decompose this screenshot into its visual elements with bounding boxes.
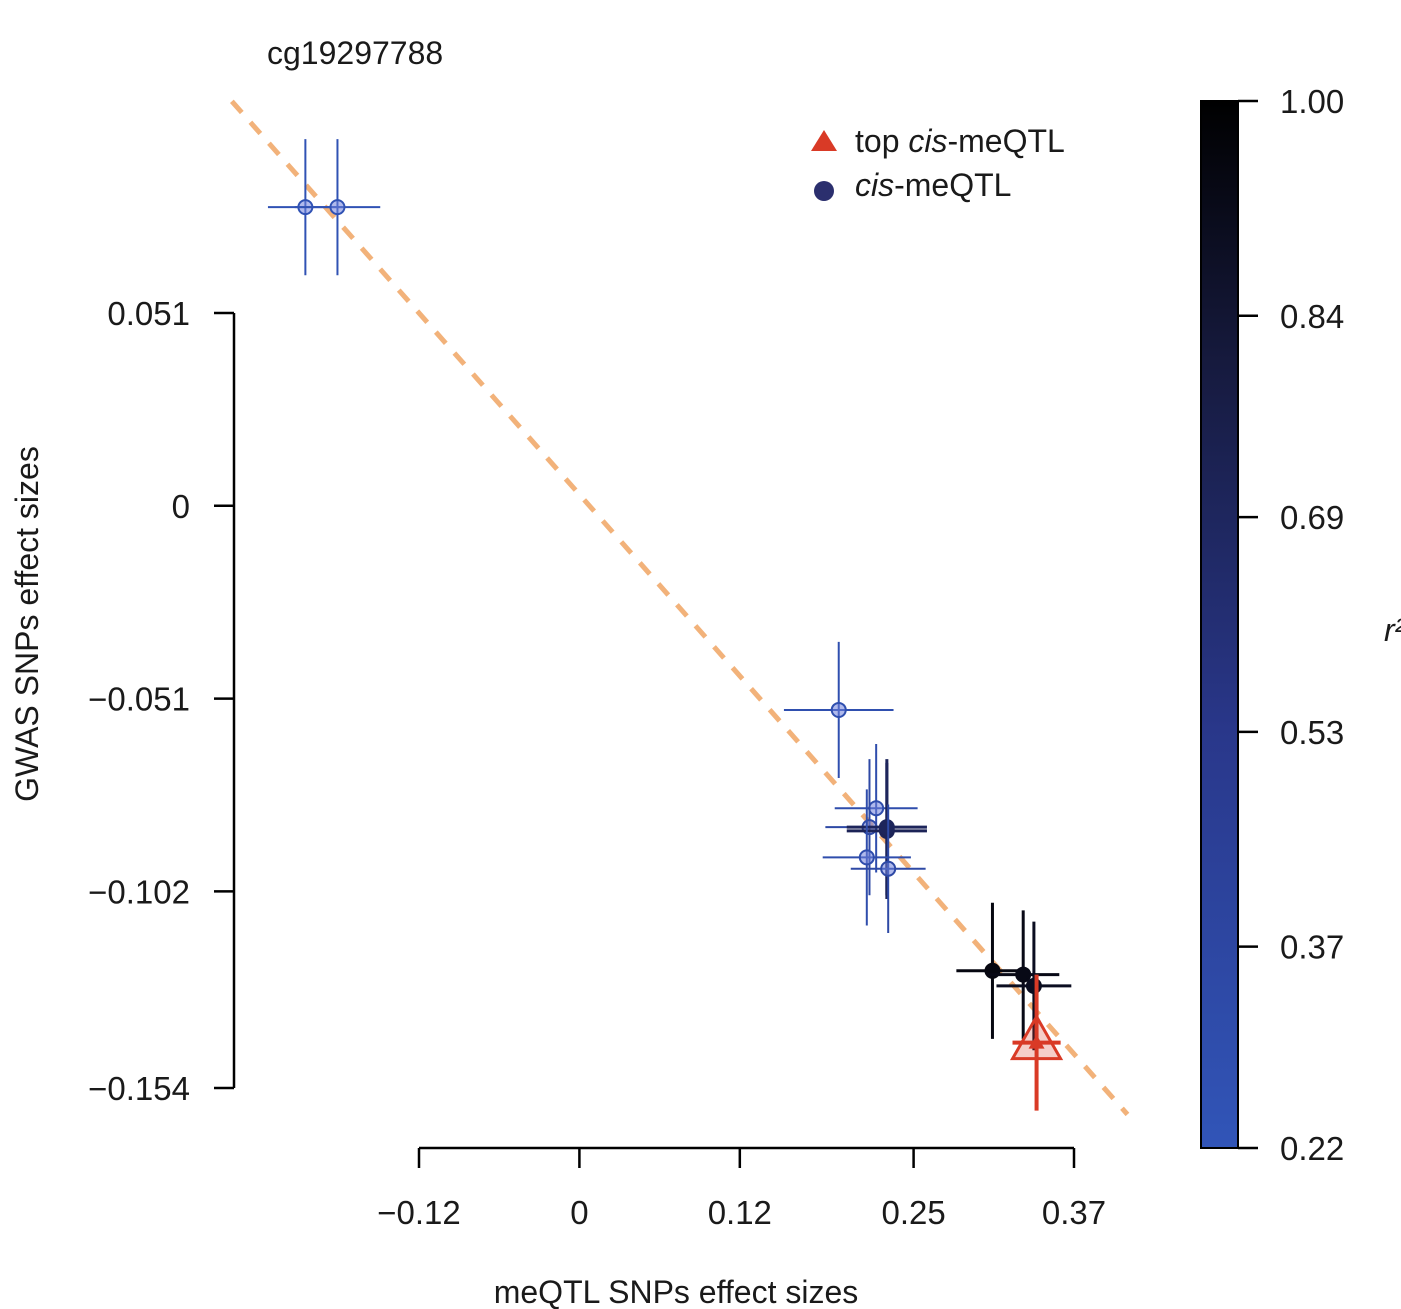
legend-label-top-cis-meqtl: top cis-meQTL xyxy=(855,123,1065,159)
axes-group: −0.12 0 0.12 0.25 0.37 0.051 0 −0.051 −0.102 −0.1… xyxy=(88,295,1106,1231)
y-tick-label: −0.154 xyxy=(88,1070,190,1107)
legend-triangle-marker xyxy=(811,130,837,151)
colorbar-tick-label: 1.00 xyxy=(1280,83,1344,120)
x-tick-label: 0.37 xyxy=(1042,1194,1106,1231)
colorbar-tick-label: 0.22 xyxy=(1280,1130,1344,1167)
legend-label-cis-meqtl: cis-meQTL xyxy=(855,167,1011,203)
x-axis-title: meQTL SNPs effect sizes xyxy=(494,1274,859,1309)
colorbar-tick-label: 0.84 xyxy=(1280,298,1344,335)
data-point xyxy=(878,819,895,836)
points-group xyxy=(267,139,1072,1111)
x-tick-label: 0.12 xyxy=(708,1194,772,1231)
legend: top cis-meQTL cis-meQTL xyxy=(811,123,1065,203)
colorbar-gradient xyxy=(1200,100,1239,1149)
fit-line-group xyxy=(229,99,1130,1117)
y-tick-label: −0.051 xyxy=(88,681,190,718)
y-tick-label: −0.102 xyxy=(88,873,190,910)
x-tick-label: 0.25 xyxy=(881,1194,945,1231)
plot-title: cg19297788 xyxy=(267,35,443,71)
colorbar-tick-label: 0.37 xyxy=(1280,929,1344,966)
data-point xyxy=(868,800,885,817)
data-point xyxy=(1015,966,1032,983)
data-point xyxy=(858,849,875,866)
fit-line xyxy=(229,99,1130,1117)
y-tick-label: 0.051 xyxy=(107,295,190,332)
data-point xyxy=(880,860,897,877)
legend-circle-marker xyxy=(814,181,834,201)
data-point xyxy=(1025,977,1042,994)
x-tick-label: −0.12 xyxy=(377,1194,461,1231)
colorbar-tick-label: 0.69 xyxy=(1280,499,1344,536)
y-tick-label: 0 xyxy=(172,488,190,525)
colorbar-ticks: 1.00 0.84 0.69 0.53 0.37 0.22 xyxy=(1238,83,1344,1167)
data-point xyxy=(830,701,847,718)
x-tick-label: 0 xyxy=(570,1194,588,1231)
top-point-triangle-core xyxy=(1028,1034,1045,1049)
colorbar-tick-label: 0.53 xyxy=(1280,714,1344,751)
colorbar-label: r² xyxy=(1384,612,1401,648)
data-point xyxy=(329,199,346,216)
y-axis-title: GWAS SNPs effect sizes xyxy=(9,446,45,802)
colorbar: 1.00 0.84 0.69 0.53 0.37 0.22 r² xyxy=(1200,83,1401,1167)
